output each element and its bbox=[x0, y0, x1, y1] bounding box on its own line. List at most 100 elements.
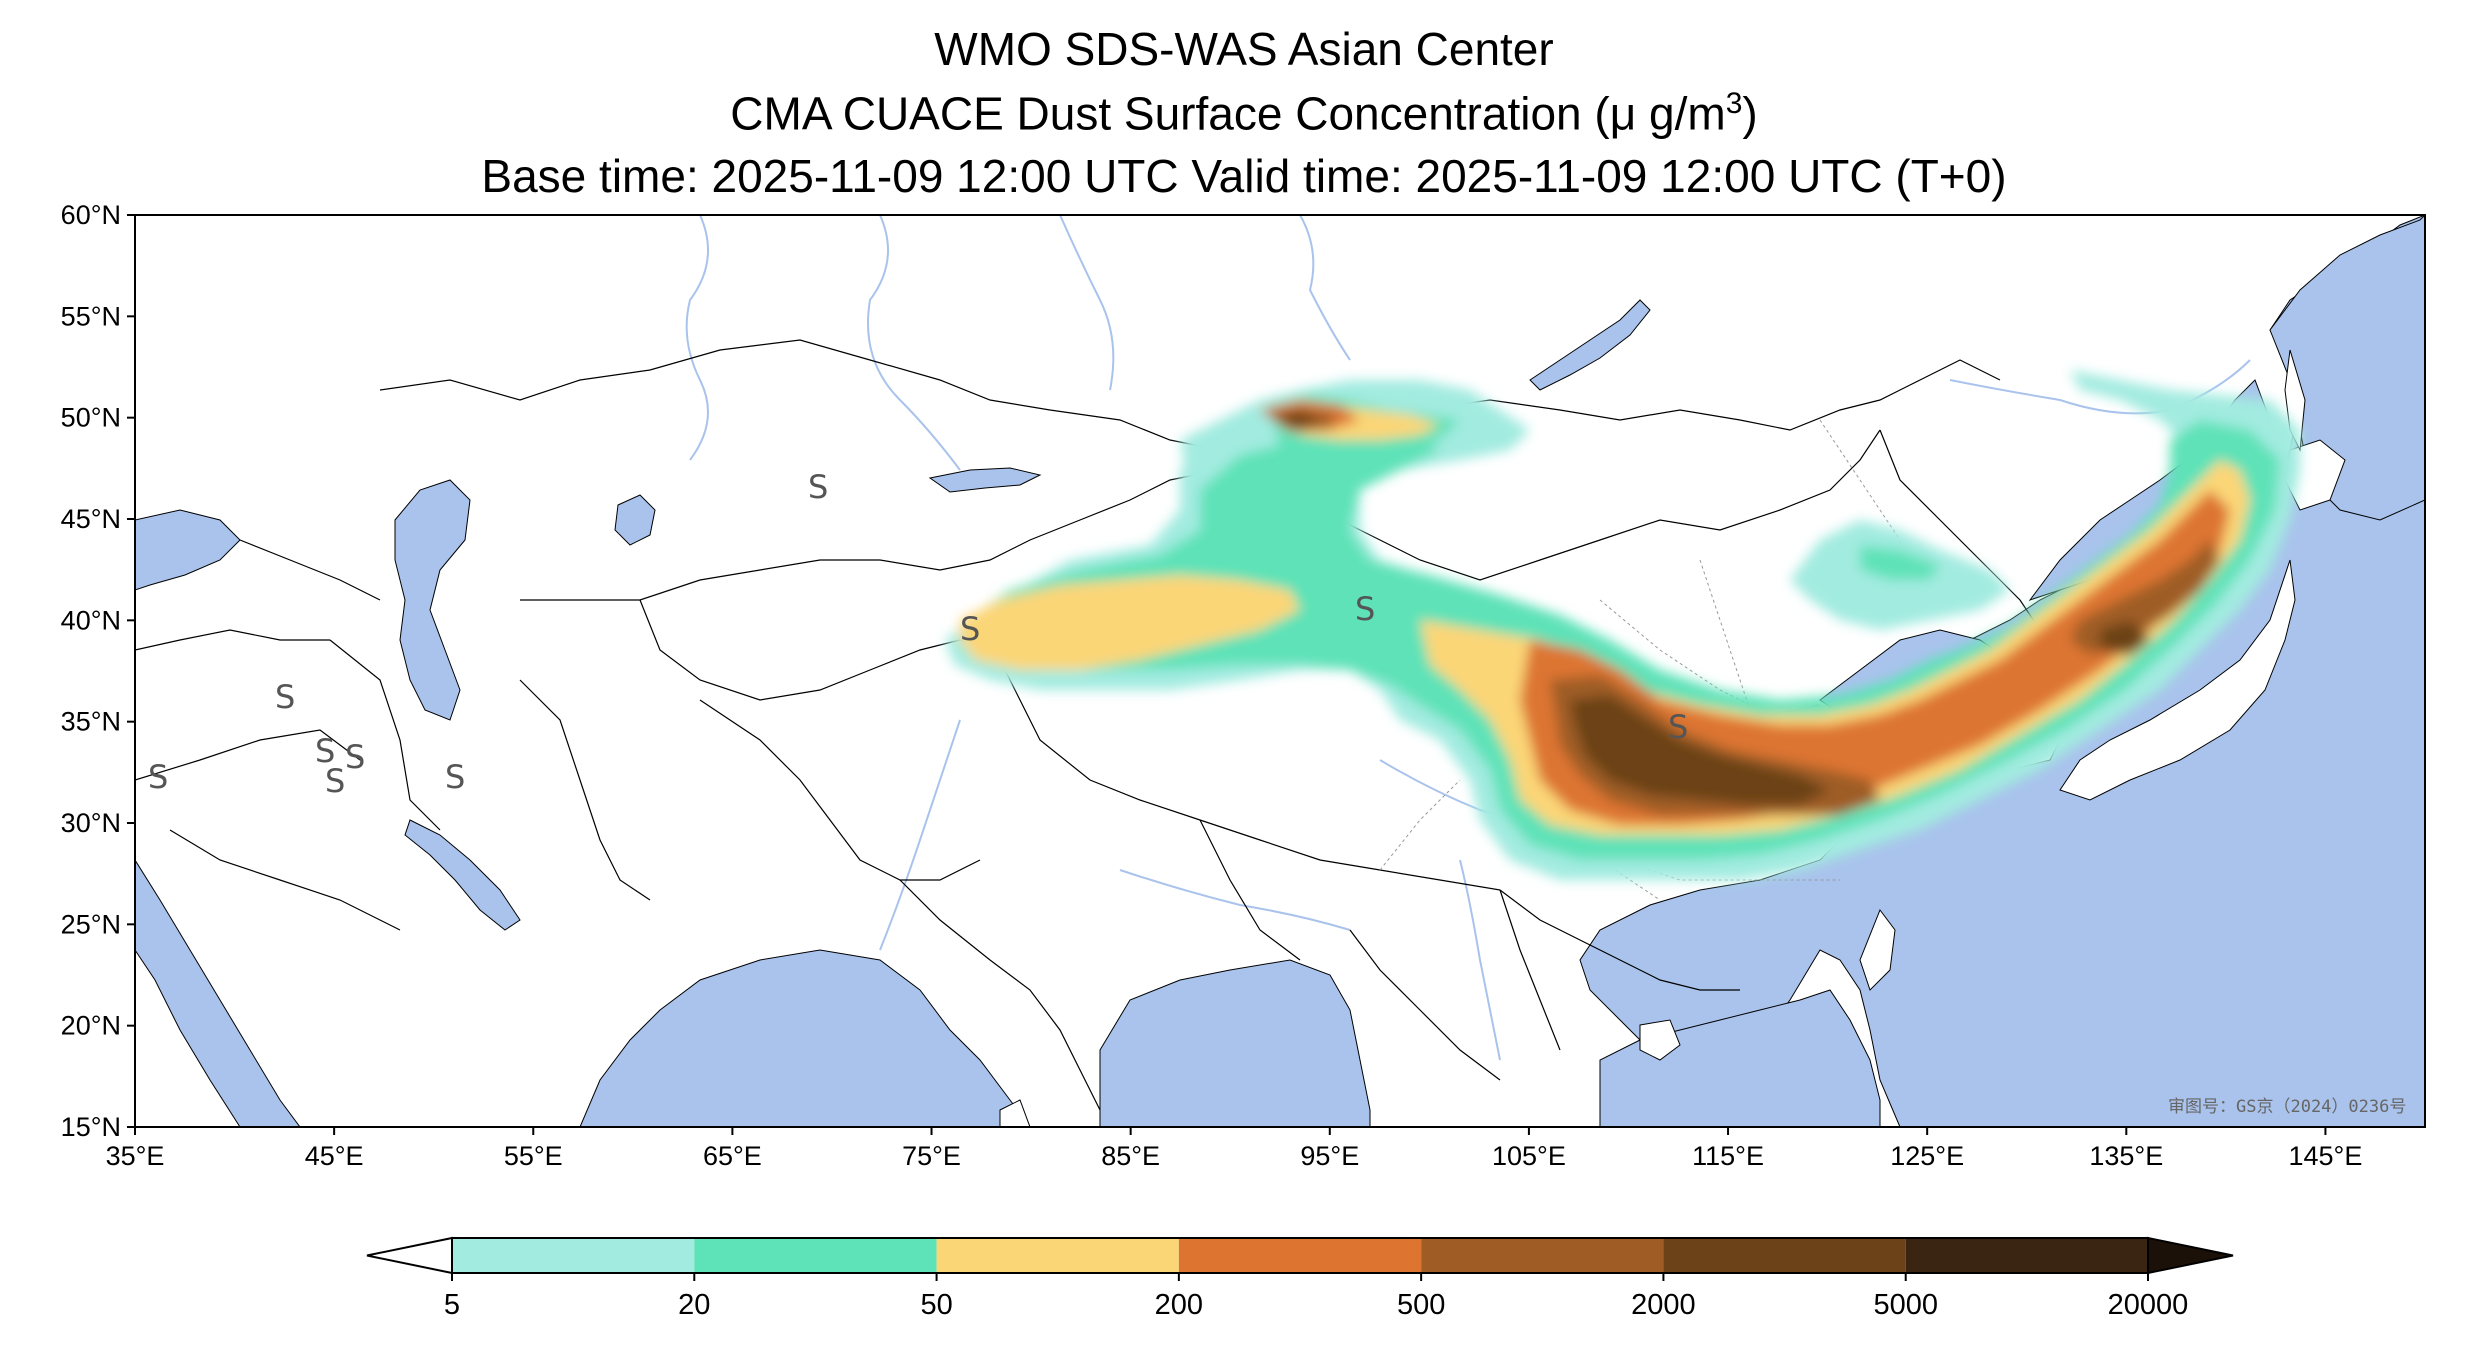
border-southeast-asia bbox=[1349, 889, 1561, 1081]
lon-tick-label-6: 95°E bbox=[1300, 1141, 1359, 1171]
colorbar-under-arrow bbox=[366, 1236, 453, 1275]
station-marker-8: S bbox=[325, 762, 345, 800]
station-markers: S S S S S S S S S S bbox=[148, 468, 1688, 800]
lon-axis: 35°E 45°E 55°E 65°E 75°E 85°E 95°E 105°E 115°E 12… bbox=[106, 1127, 2363, 1171]
dust-contours bbox=[945, 370, 2300, 880]
sri-lanka-edge bbox=[999, 1099, 1031, 1127]
colorbar-over-arrow bbox=[2147, 1236, 2234, 1275]
arabian-sea bbox=[579, 949, 1031, 1127]
border-central-asia bbox=[639, 599, 961, 701]
station-marker-4: S bbox=[1668, 708, 1688, 746]
colorbar-label-3: 200 bbox=[1155, 1289, 1203, 1321]
title-line-2-unit: g/m bbox=[1636, 87, 1726, 140]
dust-level-2000-5000-main bbox=[1570, 695, 1830, 805]
title-line-2-prefix: CMA CUACE Dust Surface Concentration ( bbox=[730, 87, 1610, 140]
river-ob bbox=[685, 215, 709, 461]
station-marker-7: S bbox=[345, 738, 365, 776]
border-arabia bbox=[135, 729, 401, 931]
colorbar-label-7: 20000 bbox=[2108, 1289, 2189, 1321]
river-lena bbox=[1299, 215, 1351, 361]
lat-tick-label-4: 40°N bbox=[61, 605, 121, 635]
lon-tick-label-11: 145°E bbox=[2289, 1141, 2363, 1171]
station-marker-10: S bbox=[148, 758, 168, 796]
title-line-2-sup: 3 bbox=[1725, 87, 1743, 120]
hainan bbox=[1639, 1019, 1681, 1061]
lat-tick-label-0: 60°N bbox=[61, 200, 121, 230]
title-line-2-suffix: ) bbox=[1742, 87, 1758, 140]
title-line-2: CMA CUACE Dust Surface Concentration (μ … bbox=[0, 87, 2488, 140]
dust-level-50-200-west bbox=[960, 575, 1300, 670]
border-afghanistan-pakistan bbox=[699, 699, 981, 881]
persian-gulf bbox=[404, 819, 521, 931]
title-line-2-mu: μ bbox=[1609, 87, 1637, 140]
border-russia-kazakhstan bbox=[379, 339, 1221, 451]
colorbar-label-0: 5 bbox=[444, 1289, 460, 1321]
dust-level-500-2000-east bbox=[2070, 540, 2220, 655]
lon-tick-label-3: 65°E bbox=[703, 1141, 762, 1171]
dust-level-2000-5000-north bbox=[1275, 412, 1320, 428]
colorbar-label-4: 500 bbox=[1397, 1289, 1445, 1321]
border-turkey bbox=[135, 629, 330, 651]
lake-balkhash bbox=[928, 467, 1042, 493]
lon-tick-label-10: 135°E bbox=[2089, 1141, 2163, 1171]
japan-honshu bbox=[2059, 559, 2296, 801]
river-yenisei bbox=[1059, 215, 1115, 391]
dust-level-20-50-east bbox=[1860, 545, 1940, 580]
title-line-3: Base time: 2025-11-09 12:00 UTC Valid ti… bbox=[481, 150, 2007, 202]
colorbar-swatch-3 bbox=[1178, 1238, 1422, 1273]
colorbar: 5 20 50 200 500 2000 5000 20000 bbox=[366, 1236, 2234, 1321]
station-marker-2: S bbox=[960, 610, 980, 648]
colorbar-swatch-4 bbox=[1421, 1238, 1664, 1273]
aral-sea bbox=[614, 494, 656, 546]
map-frame bbox=[134, 214, 2426, 1128]
dust-level-2000-5000-east bbox=[2100, 620, 2150, 655]
taiwan bbox=[1859, 908, 1896, 991]
colorbar-label-5: 2000 bbox=[1631, 1289, 1696, 1321]
river-amur bbox=[1949, 359, 2251, 415]
border-iran bbox=[329, 639, 651, 901]
colorbar-swatch-0 bbox=[452, 1238, 695, 1273]
lat-tick-label-8: 20°N bbox=[61, 1011, 121, 1041]
station-marker-5: S bbox=[275, 678, 295, 716]
border-china-west bbox=[959, 639, 1501, 891]
lon-tick-label-1: 45°E bbox=[305, 1141, 364, 1171]
lon-tick-label-5: 85°E bbox=[1101, 1141, 1160, 1171]
lon-tick-label-8: 115°E bbox=[1692, 1141, 1764, 1171]
station-marker-1: S bbox=[808, 468, 828, 506]
river-mekong bbox=[1459, 859, 1501, 1061]
lat-tick-label-5: 35°N bbox=[61, 707, 121, 737]
lat-tick-label-3: 45°N bbox=[61, 504, 121, 534]
border-caucasus bbox=[239, 539, 381, 601]
lat-tick-label-9: 15°N bbox=[61, 1112, 121, 1142]
border-china-northeast bbox=[1879, 429, 2041, 631]
lat-tick-label-7: 25°N bbox=[61, 909, 121, 939]
river-indus bbox=[879, 719, 961, 951]
colorbar-swatch-1 bbox=[694, 1238, 937, 1273]
river-irtysh bbox=[867, 215, 961, 471]
border-kazakhstan-south bbox=[520, 469, 1221, 601]
colorbar-swatch-2 bbox=[936, 1238, 1179, 1273]
dust-level-2000-5000 bbox=[1275, 412, 2150, 805]
station-marker-3: S bbox=[1355, 590, 1375, 628]
station-marker-6: S bbox=[315, 732, 335, 770]
lon-tick-label-0: 35°E bbox=[106, 1141, 165, 1171]
bay-of-bengal bbox=[1099, 959, 1371, 1127]
colorbar-label-6: 5000 bbox=[1873, 1289, 1938, 1321]
station-marker-9: S bbox=[445, 758, 465, 796]
colorbar-swatch-6 bbox=[1905, 1238, 2148, 1273]
lon-tick-label-9: 125°E bbox=[1890, 1141, 1964, 1171]
colorbar-label-1: 20 bbox=[678, 1289, 710, 1321]
country-borders bbox=[135, 339, 2041, 1111]
map-watermark: 审图号：GS京（2024）0236号 bbox=[2168, 1097, 2406, 1117]
map-panel: S S S S S S S S S S 审图号：GS京（2024）0236号 bbox=[135, 215, 2425, 1127]
lat-tick-label-1: 55°N bbox=[61, 301, 121, 331]
caspian-sea bbox=[394, 479, 471, 721]
colorbar-label-2: 50 bbox=[920, 1289, 952, 1321]
border-china-south bbox=[1499, 889, 1740, 991]
title-line-1: WMO SDS-WAS Asian Center bbox=[934, 23, 1554, 75]
lat-tick-label-2: 50°N bbox=[61, 403, 121, 433]
red-sea bbox=[135, 859, 301, 1127]
black-sea bbox=[135, 509, 241, 591]
border-india bbox=[899, 819, 1301, 1111]
